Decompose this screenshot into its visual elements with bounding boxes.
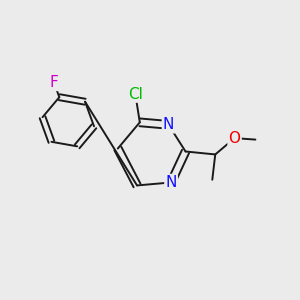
Text: O: O bbox=[229, 130, 241, 146]
Text: N: N bbox=[163, 117, 174, 132]
Text: N: N bbox=[165, 175, 177, 190]
Text: F: F bbox=[50, 75, 58, 90]
Text: Cl: Cl bbox=[128, 87, 143, 102]
